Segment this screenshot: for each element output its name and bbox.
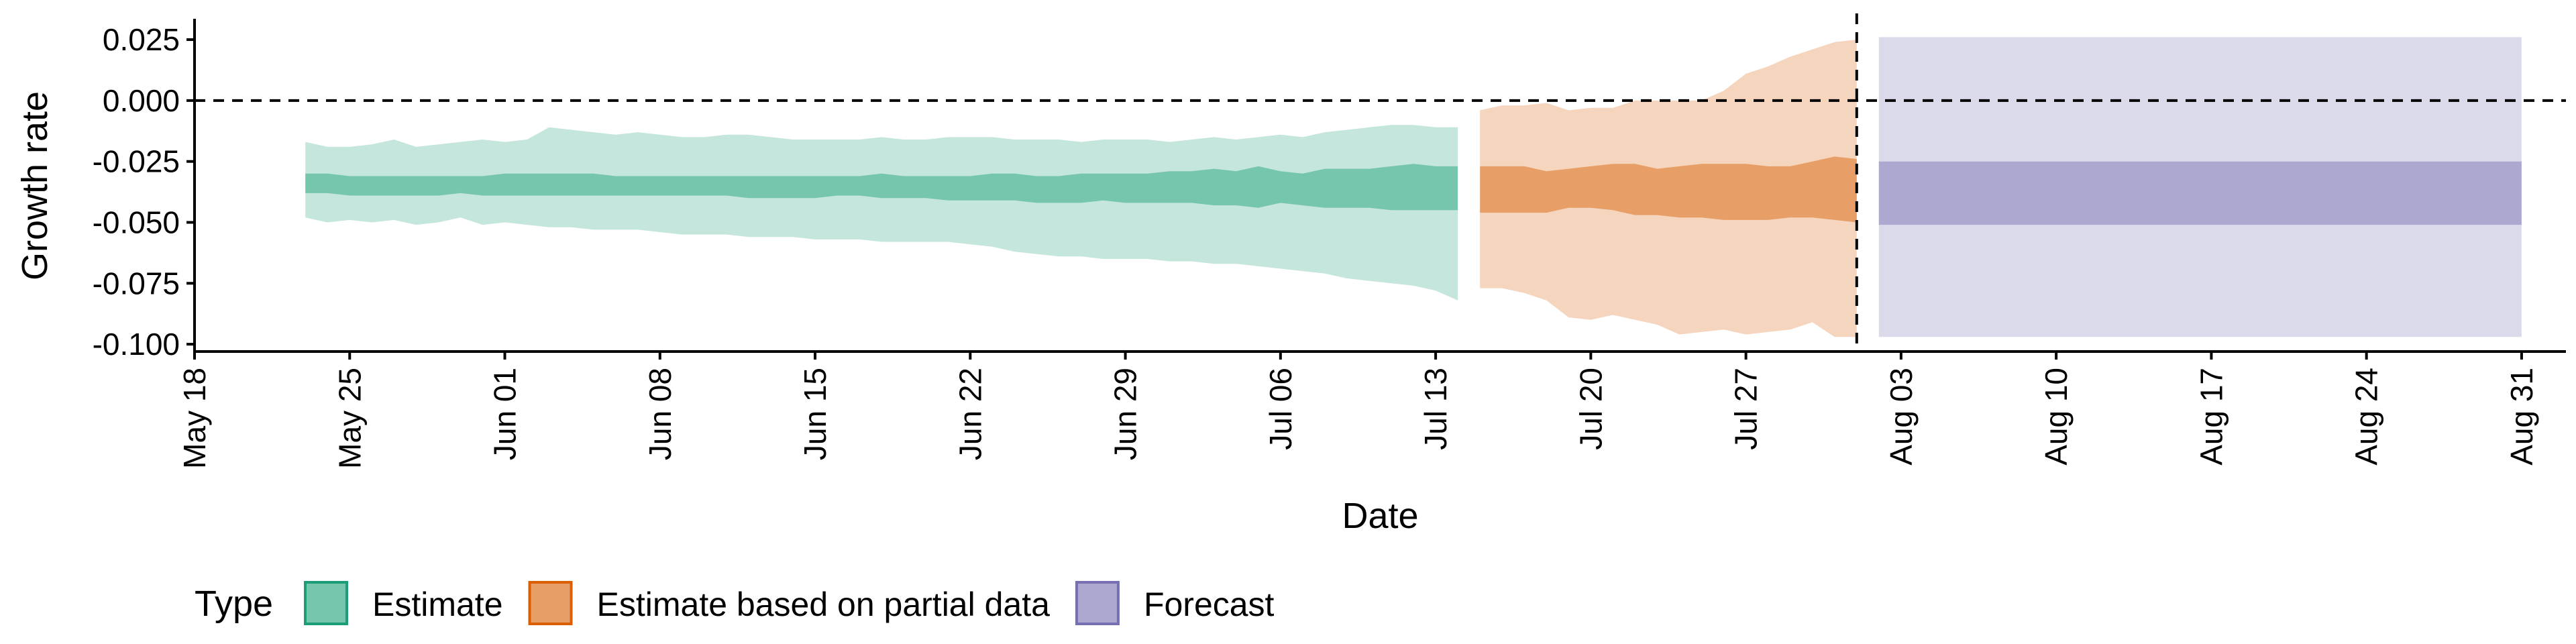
y-tick-label: -0.025: [93, 144, 180, 179]
legend-swatch-forecast: [1075, 581, 1120, 625]
legend-swatch-estimate: [304, 581, 348, 625]
y-tick-label: -0.100: [93, 327, 180, 362]
legend-title: Type: [195, 584, 273, 624]
legend-label-forecast: Forecast: [1144, 586, 1275, 623]
y-tick-label: -0.050: [93, 205, 180, 239]
x-tick-label: Jun 01: [488, 368, 523, 460]
legend: Type Estimate Estimate based on partial d…: [195, 581, 1275, 625]
x-tick-label: Aug 17: [2194, 368, 2229, 466]
y-tick-label: -0.075: [93, 266, 180, 301]
x-tick-label: Jun 15: [798, 368, 833, 460]
legend-label-estimate: Estimate: [372, 586, 503, 623]
y-axis-ticks: 0.025 0.000 -0.025 -0.050 -0.075 -0.100: [93, 22, 195, 362]
x-tick-label: Aug 31: [2504, 368, 2539, 466]
inner-band-estimate-based-on-partial-data: [1480, 156, 1857, 223]
legend-items: Estimate Estimate based on partial data Fo…: [304, 581, 1275, 625]
x-tick-label: Jul 13: [1418, 368, 1453, 450]
y-tick-label: 0.025: [103, 22, 180, 57]
axes: [193, 19, 2566, 353]
x-tick-label: Aug 24: [2349, 368, 2384, 466]
reference-lines: [195, 13, 2566, 352]
x-tick-label: Aug 03: [1884, 368, 1919, 466]
x-axis-ticks: May 18 May 25 Jun 01 Jun 08 Jun 15 Jun 22 Jun …: [177, 352, 2539, 469]
inner-band-estimate: [305, 164, 1458, 211]
x-tick-label: Jun 08: [643, 368, 678, 460]
legend-swatch-estimate-based-on-partial-data: [528, 581, 573, 625]
x-tick-label: May 18: [177, 368, 212, 469]
x-tick-label: Aug 10: [2039, 368, 2074, 466]
x-tick-label: Jul 27: [1729, 368, 1764, 450]
x-tick-label: May 25: [332, 368, 367, 469]
x-tick-label: Jun 29: [1108, 368, 1143, 460]
y-axis-title: Growth rate: [15, 91, 55, 280]
x-tick-label: Jul 06: [1263, 368, 1298, 450]
outer-band-estimate: [305, 125, 1458, 301]
legend-label-estimate-based-on-partial-data: Estimate based on partial data: [597, 586, 1051, 623]
credible-interval-bands: [305, 37, 2522, 337]
x-axis-title: Date: [1342, 496, 1418, 536]
y-tick-label: 0.000: [103, 83, 180, 118]
inner-band-forecast: [1878, 161, 2522, 225]
x-tick-label: Jun 22: [953, 368, 987, 460]
x-tick-label: Jul 20: [1573, 368, 1608, 450]
